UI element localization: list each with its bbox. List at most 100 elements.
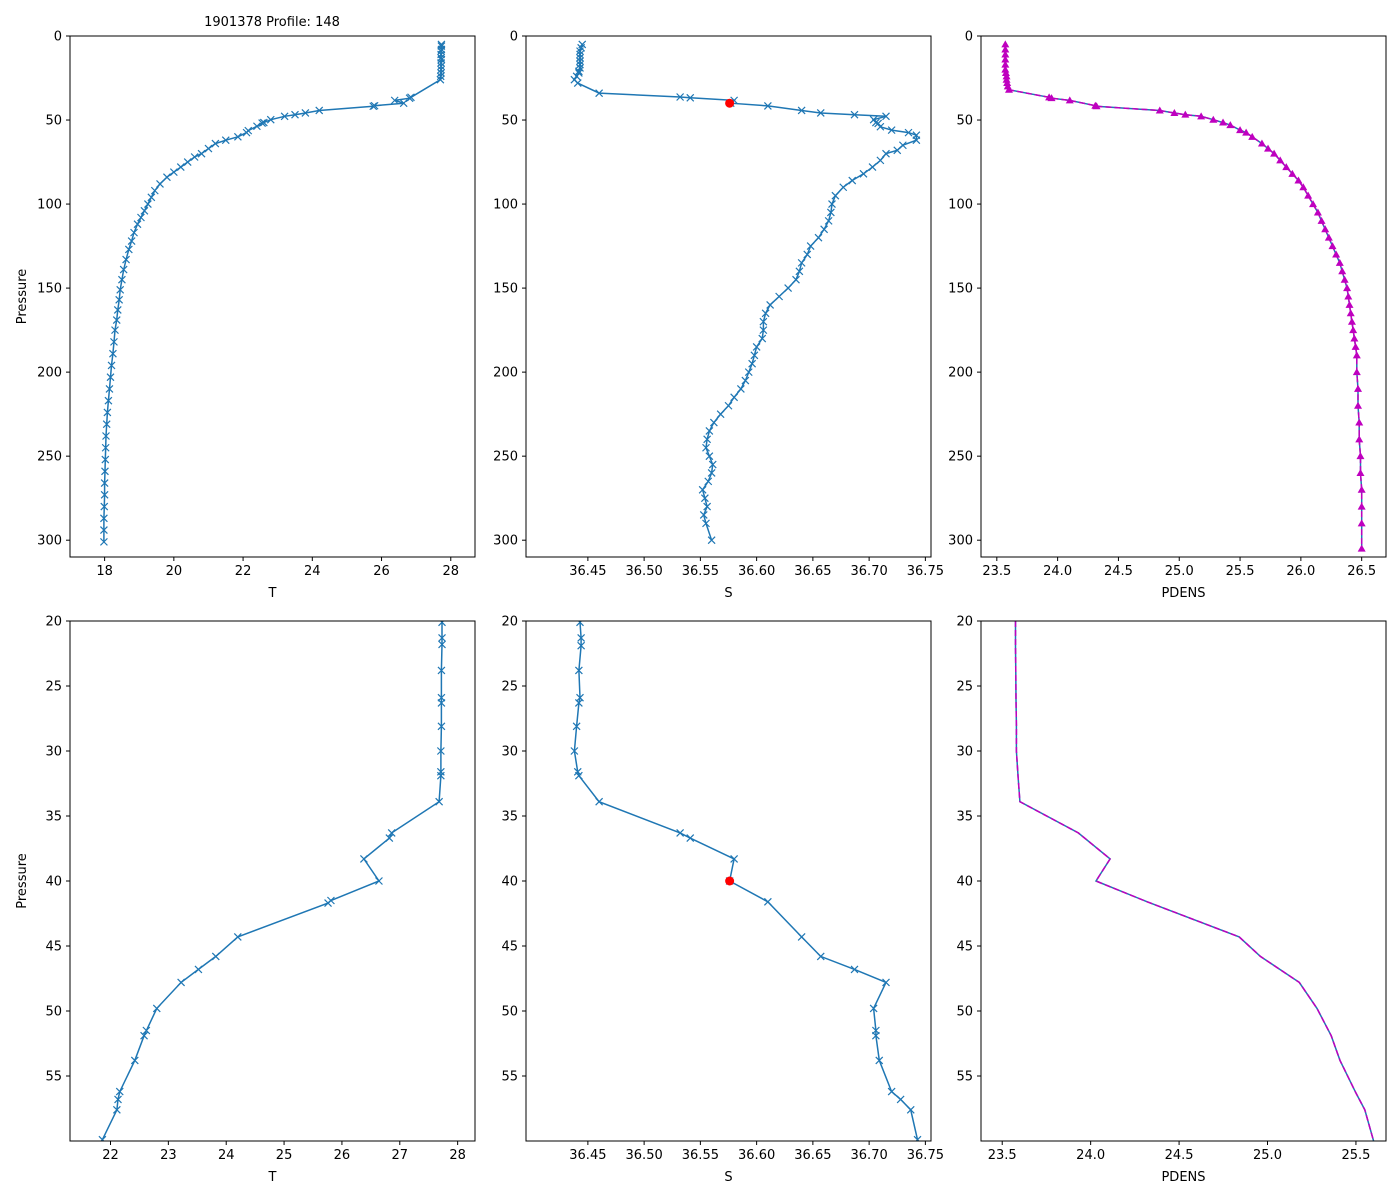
data-point-marker xyxy=(570,747,579,755)
y-tick-label: 40 xyxy=(45,875,62,890)
data-point-marker xyxy=(744,368,753,377)
data-point-marker xyxy=(259,118,268,127)
data-point-marker xyxy=(116,285,125,294)
axes-frame xyxy=(69,620,476,1142)
data-point-marker xyxy=(572,72,581,81)
data-point-marker xyxy=(1299,183,1308,191)
x-axis-label: PDENS xyxy=(1161,586,1205,601)
data-point-marker xyxy=(797,106,806,115)
data-point-marker xyxy=(1340,275,1349,283)
data-point-marker xyxy=(1357,485,1366,493)
data-point-marker xyxy=(113,306,122,314)
y-tick-label: 150 xyxy=(493,282,518,297)
data-point-marker xyxy=(577,641,586,650)
data-point-marker xyxy=(730,854,739,863)
data-point-marker xyxy=(436,747,445,755)
data-point-marker xyxy=(1321,225,1330,233)
y-tick-label: 50 xyxy=(956,114,973,129)
y-tick-label: 45 xyxy=(956,940,973,955)
data-point-marker xyxy=(437,62,446,71)
data-point-marker xyxy=(820,225,829,234)
data-point-marker xyxy=(190,153,199,161)
y-tick-label: 300 xyxy=(948,534,973,549)
data-point-marker xyxy=(1351,342,1360,350)
data-point-marker xyxy=(1294,176,1303,184)
data-point-marker xyxy=(887,126,896,135)
data-point-marker xyxy=(1304,191,1313,199)
data-point-marker xyxy=(385,834,394,843)
data-point-marker xyxy=(104,396,113,405)
data-point-marker xyxy=(707,469,716,477)
x-tick-label: 28 xyxy=(449,1148,466,1163)
data-point-marker xyxy=(183,158,192,166)
data-point-marker xyxy=(705,452,714,461)
data-point-marker xyxy=(707,536,716,545)
data-point-marker xyxy=(759,317,768,326)
y-tick-label: 200 xyxy=(493,366,518,381)
panel-bottom-middle: 36.45 36.50 36.55 36.60 36.65 36.70 36.75 20 25 3… xyxy=(501,615,944,1186)
data-point-marker xyxy=(839,183,848,192)
y-axis-label: Pressure xyxy=(15,853,30,909)
data-point-marker xyxy=(130,228,138,237)
data-point-marker xyxy=(122,255,131,264)
data-point-marker xyxy=(904,128,913,137)
data-point-marker xyxy=(1335,258,1344,266)
y-tick-label: 200 xyxy=(37,366,62,381)
data-point-marker xyxy=(699,511,708,519)
data-point-marker xyxy=(850,110,859,119)
data-point-marker xyxy=(573,79,582,87)
data-point-marker xyxy=(1248,132,1257,140)
x-tick-label: 26.5 xyxy=(1347,564,1376,579)
data-point-marker xyxy=(702,443,710,452)
data-point-marker xyxy=(108,349,117,358)
data-point-marker xyxy=(1343,284,1352,292)
data-point-marker xyxy=(1356,468,1365,476)
x-tick-label: 22 xyxy=(235,564,252,579)
data-point-marker xyxy=(102,420,111,429)
data-point-marker xyxy=(676,93,685,101)
data-point-marker xyxy=(437,55,446,64)
data-point-marker xyxy=(887,1087,896,1096)
x-tick-label: 23.5 xyxy=(988,1148,1017,1163)
x-tick-label: 25.5 xyxy=(1341,1148,1370,1163)
y-tick-label: 55 xyxy=(45,1070,62,1085)
data-point-marker xyxy=(1355,418,1364,426)
data-point-marker xyxy=(437,666,446,675)
x-tick-label: 24.5 xyxy=(1165,1148,1194,1163)
data-point-marker xyxy=(1197,112,1206,120)
selected-point-marker xyxy=(725,98,735,108)
data-point-marker xyxy=(906,1105,915,1114)
plot-area xyxy=(1001,40,1366,552)
x-tick-label: 25.0 xyxy=(1253,1148,1282,1163)
x-tick-label: 36.75 xyxy=(907,1148,944,1163)
data-point-marker xyxy=(1309,200,1318,208)
data-point-marker xyxy=(859,169,868,178)
data-point-marker xyxy=(874,119,883,128)
data-point-marker xyxy=(574,698,583,707)
data-point-marker xyxy=(1001,65,1010,73)
data-point-marker xyxy=(912,136,921,145)
x-tick-label: 20 xyxy=(166,564,183,579)
x-tick-label: 36.60 xyxy=(738,1148,775,1163)
data-point-marker xyxy=(871,1031,880,1040)
data-point-marker xyxy=(169,168,178,177)
data-point-marker xyxy=(1356,452,1365,460)
y-tick-label: 50 xyxy=(956,1005,973,1020)
y-tick-label: 50 xyxy=(45,1005,62,1020)
data-point-marker xyxy=(814,233,823,242)
data-point-marker xyxy=(435,797,444,806)
data-point-marker xyxy=(1357,502,1366,510)
data-point-marker xyxy=(1155,106,1164,114)
y-tick-label: 40 xyxy=(501,875,518,890)
data-point-marker xyxy=(140,206,149,215)
data-point-marker xyxy=(1349,326,1358,334)
data-point-marker xyxy=(806,242,815,251)
data-point-marker xyxy=(1001,55,1010,63)
plot-area xyxy=(570,621,922,1141)
x-tick-label: 24 xyxy=(218,1148,235,1163)
x-tick-label: 36.75 xyxy=(907,564,944,579)
x-axis-label: T xyxy=(268,586,277,601)
data-point-marker xyxy=(595,89,604,98)
data-point-marker xyxy=(387,828,396,837)
plot-area xyxy=(570,40,921,545)
